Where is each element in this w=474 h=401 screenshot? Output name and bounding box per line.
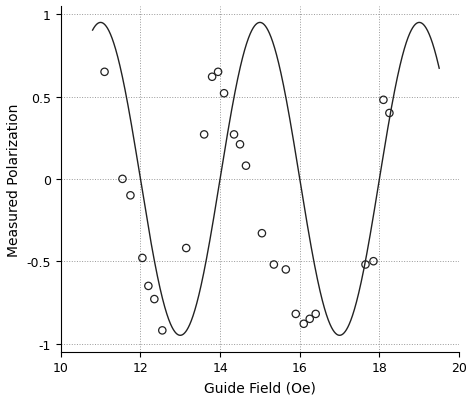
Point [236,142,244,148]
Point [312,311,319,317]
Point [151,296,158,302]
Point [118,176,126,182]
Point [292,311,300,317]
Point [214,69,222,76]
Y-axis label: Measured Polarization: Measured Polarization [7,103,21,256]
Point [101,69,109,76]
Point [282,267,290,273]
Point [380,97,387,104]
Point [230,132,238,138]
Point [138,255,146,261]
Point [270,261,278,268]
Point [306,316,313,322]
Point [242,163,250,170]
Point [258,231,266,237]
Point [208,74,216,81]
Point [362,261,369,268]
Point [370,258,377,265]
Point [220,91,228,97]
Point [145,283,152,290]
Point [201,132,208,138]
Point [158,327,166,334]
Point [182,245,190,251]
Point [386,111,393,117]
Point [127,192,134,199]
Point [300,321,308,327]
X-axis label: Guide Field (Oe): Guide Field (Oe) [204,380,316,394]
